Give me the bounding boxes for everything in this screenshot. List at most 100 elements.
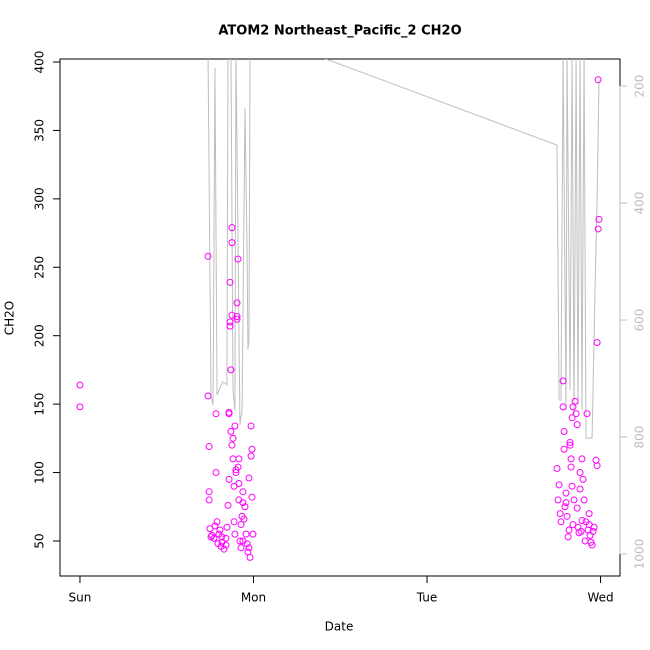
point <box>234 463 242 471</box>
point <box>212 410 220 418</box>
point <box>204 252 212 260</box>
y-tick-label: 350 <box>33 119 47 142</box>
y2-tick-label: 600 <box>633 309 647 332</box>
point <box>233 315 241 323</box>
point <box>76 403 84 411</box>
y2-tick-label: 200 <box>633 75 647 98</box>
point <box>237 521 245 529</box>
point <box>76 381 84 389</box>
point <box>560 427 568 435</box>
point <box>572 410 580 418</box>
point <box>216 526 224 534</box>
point <box>567 463 575 471</box>
point <box>588 541 596 549</box>
point <box>228 224 236 232</box>
point <box>225 475 233 483</box>
point <box>222 534 230 542</box>
point <box>245 544 253 552</box>
point <box>560 445 568 453</box>
point <box>570 496 578 504</box>
point <box>224 501 232 509</box>
point <box>573 504 581 512</box>
y-tick-label: 300 <box>33 187 47 210</box>
point <box>576 485 584 493</box>
point <box>563 512 571 520</box>
point <box>245 474 253 482</box>
point <box>553 464 561 472</box>
point <box>235 455 243 463</box>
point <box>578 516 586 524</box>
point <box>226 318 234 326</box>
point <box>594 225 602 233</box>
y2-tick-label: 800 <box>633 426 647 449</box>
y-tick-label: 100 <box>33 461 47 484</box>
y-tick-label: 250 <box>33 256 47 279</box>
point <box>228 441 236 449</box>
point <box>594 76 602 84</box>
point <box>576 469 584 477</box>
x-tick-label: Wed <box>587 591 613 605</box>
line <box>207 59 600 439</box>
point <box>227 366 235 374</box>
point <box>578 455 586 463</box>
point <box>555 481 563 489</box>
point <box>568 414 576 422</box>
x-tick-label: Mon <box>241 591 266 605</box>
point <box>580 496 588 504</box>
point <box>239 499 247 507</box>
point <box>234 255 242 263</box>
point <box>593 462 601 470</box>
x-tick-label: Tue <box>416 591 438 605</box>
point <box>583 410 591 418</box>
point <box>240 515 248 523</box>
point <box>210 534 218 542</box>
chart-title: ATOM2 Northeast_Pacific_2 CH2O <box>218 24 461 39</box>
y-tick-label: 150 <box>33 393 47 416</box>
point <box>554 496 562 504</box>
point <box>228 311 236 319</box>
x-axis-label: Date <box>325 620 354 634</box>
point <box>590 523 598 531</box>
point <box>248 445 256 453</box>
point <box>223 523 231 531</box>
point <box>568 482 576 490</box>
point <box>249 530 257 538</box>
point <box>212 469 220 477</box>
point <box>205 488 213 496</box>
point <box>595 215 603 223</box>
point <box>559 403 567 411</box>
point <box>573 421 581 429</box>
point <box>239 537 247 545</box>
point <box>562 499 570 507</box>
point <box>226 278 234 286</box>
point <box>566 438 574 446</box>
point <box>205 443 213 451</box>
point <box>242 530 250 538</box>
point <box>226 322 234 330</box>
point <box>211 522 219 530</box>
x-tick-label: Sun <box>69 591 92 605</box>
plot-area <box>76 59 603 561</box>
point <box>220 545 228 553</box>
point <box>559 377 567 385</box>
point <box>235 479 243 487</box>
point <box>593 339 601 347</box>
point <box>236 537 244 545</box>
point <box>229 434 237 442</box>
point <box>205 496 213 504</box>
point <box>561 503 569 511</box>
point <box>237 544 245 552</box>
point <box>225 410 233 418</box>
point <box>231 422 239 430</box>
point <box>231 530 239 538</box>
point <box>239 488 247 496</box>
point <box>566 441 574 449</box>
point <box>204 392 212 400</box>
point <box>577 527 585 535</box>
point <box>562 489 570 497</box>
point <box>557 518 565 526</box>
point <box>213 518 221 526</box>
point <box>230 518 238 526</box>
y-tick-label: 50 <box>33 533 47 548</box>
